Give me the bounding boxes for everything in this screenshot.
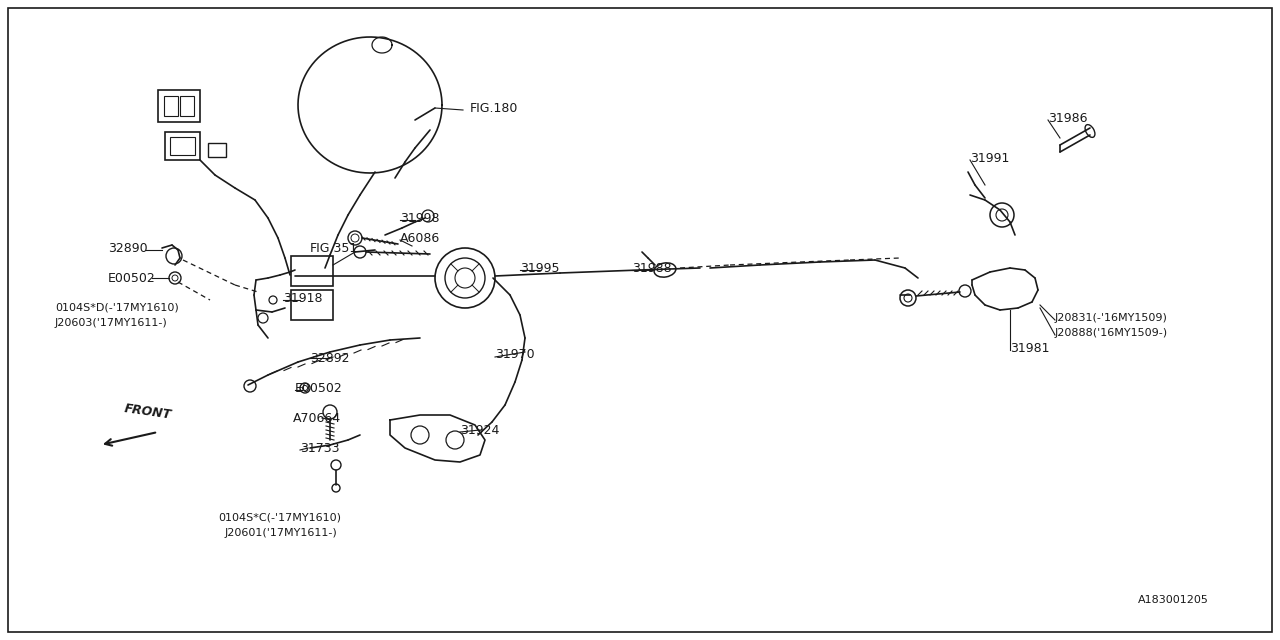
Text: A183001205: A183001205 xyxy=(1138,595,1208,605)
FancyBboxPatch shape xyxy=(291,256,333,286)
FancyBboxPatch shape xyxy=(165,132,200,160)
FancyBboxPatch shape xyxy=(180,96,195,116)
Text: 31991: 31991 xyxy=(970,152,1010,164)
Text: 31970: 31970 xyxy=(495,349,535,362)
Text: 31918: 31918 xyxy=(283,291,323,305)
Text: J20601('17MY1611-): J20601('17MY1611-) xyxy=(225,528,338,538)
Text: 31988: 31988 xyxy=(632,262,672,275)
Text: 0104S*C(-'17MY1610): 0104S*C(-'17MY1610) xyxy=(218,513,340,523)
Text: 31998: 31998 xyxy=(399,211,439,225)
FancyBboxPatch shape xyxy=(170,137,195,155)
FancyBboxPatch shape xyxy=(207,143,227,157)
Text: 31924: 31924 xyxy=(460,424,499,436)
Text: 0104S*D(-'17MY1610): 0104S*D(-'17MY1610) xyxy=(55,303,179,313)
Text: E00502: E00502 xyxy=(108,271,156,285)
Text: J20831(-'16MY1509): J20831(-'16MY1509) xyxy=(1055,313,1167,323)
FancyBboxPatch shape xyxy=(157,90,200,122)
Text: E00502: E00502 xyxy=(294,381,343,394)
Text: FIG.180: FIG.180 xyxy=(470,102,518,115)
Text: 31733: 31733 xyxy=(300,442,339,454)
Text: 32890: 32890 xyxy=(108,241,147,255)
Text: A6086: A6086 xyxy=(399,232,440,244)
FancyBboxPatch shape xyxy=(291,290,333,320)
Text: J20888('16MY1509-): J20888('16MY1509-) xyxy=(1055,328,1169,338)
Text: 32892: 32892 xyxy=(310,351,349,365)
Text: 31995: 31995 xyxy=(520,262,559,275)
Text: 31981: 31981 xyxy=(1010,342,1050,355)
Text: 31986: 31986 xyxy=(1048,111,1088,125)
Text: A70664: A70664 xyxy=(293,412,342,424)
Text: FIG.351: FIG.351 xyxy=(310,241,358,255)
Text: FRONT: FRONT xyxy=(123,403,173,422)
Text: J20603('17MY1611-): J20603('17MY1611-) xyxy=(55,318,168,328)
FancyBboxPatch shape xyxy=(164,96,178,116)
